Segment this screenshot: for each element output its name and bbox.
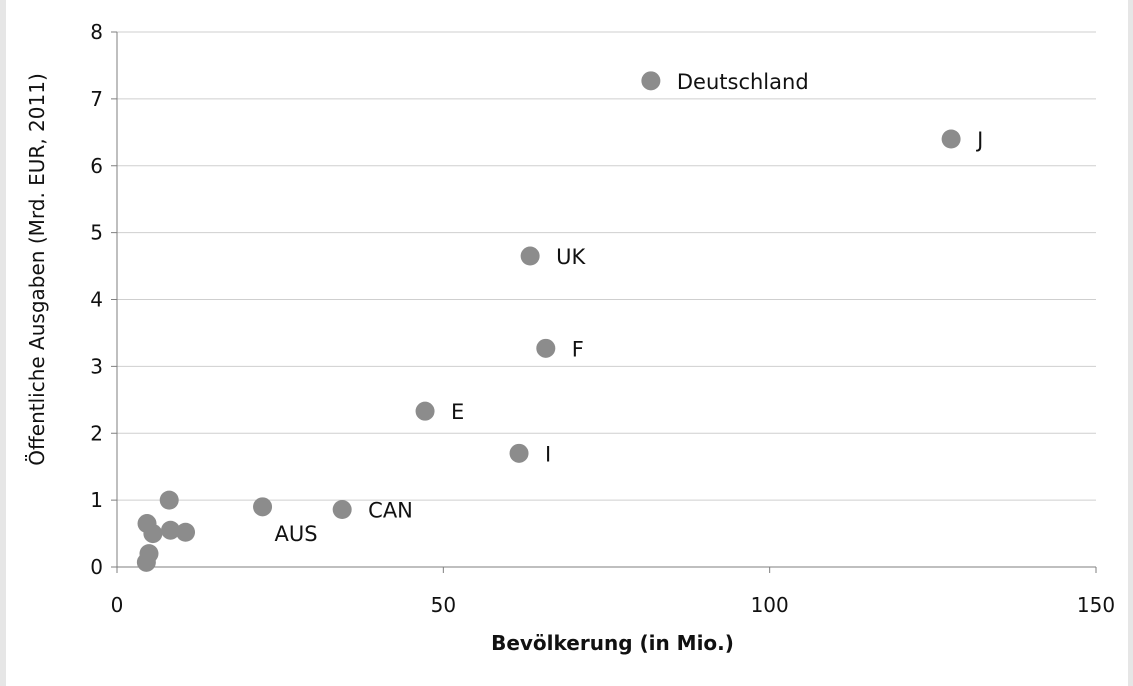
x-tick-label-1: 50: [431, 593, 456, 617]
data-point-3: [536, 338, 556, 358]
point-label-1: J: [975, 128, 983, 152]
y-tick-label-0: 0: [90, 555, 103, 579]
y-tick-label-8: 8: [90, 20, 103, 44]
grid-lines: [117, 31, 1096, 501]
chart-frame: 0 1 2 3 4 5 6 7 8 0 50 100 150 Deutschland J UK F E I AUS…: [6, 0, 1128, 686]
point-label-7: CAN: [368, 498, 413, 522]
y-tick-label-5: 5: [90, 221, 103, 245]
point-labels: Deutschland J UK F E I AUS CAN: [275, 70, 984, 546]
y-tick-label-1: 1: [90, 488, 103, 512]
y-tick-label-2: 2: [90, 421, 103, 445]
point-label-2: UK: [556, 245, 586, 269]
point-label-3: F: [572, 337, 584, 361]
data-points: [136, 71, 961, 572]
point-label-6: AUS: [275, 522, 318, 546]
x-tick-label-2: 100: [751, 593, 789, 617]
y-tick-labels: 0 1 2 3 4 5 6 7 8: [90, 20, 103, 579]
x-axis-title: Bevölkerung (in Mio.): [491, 631, 734, 655]
data-point-6: [253, 497, 273, 517]
y-tick-label-7: 7: [90, 87, 103, 111]
data-point-14: [136, 552, 156, 572]
y-tick-label-4: 4: [90, 288, 103, 312]
data-point-7: [332, 499, 352, 519]
y-tick-label-6: 6: [90, 154, 103, 178]
data-point-12: [176, 522, 196, 542]
scatter-chart: 0 1 2 3 4 5 6 7 8 0 50 100 150 Deutschland J UK F E I AUS…: [25, 20, 1115, 655]
point-label-5: I: [545, 442, 551, 466]
data-point-1: [941, 129, 961, 149]
point-label-0: Deutschland: [677, 70, 809, 94]
data-point-2: [520, 246, 540, 266]
data-point-5: [509, 443, 529, 463]
data-point-8: [159, 490, 179, 510]
axes: [111, 31, 1097, 573]
data-point-4: [415, 401, 435, 421]
data-point-11: [161, 520, 181, 540]
x-tick-labels: 0 50 100 150: [111, 593, 1115, 617]
y-axis-title: Öffentliche Ausgaben (Mrd. EUR, 2011): [25, 73, 49, 465]
point-label-4: E: [451, 400, 464, 424]
x-tick-label-3: 150: [1077, 593, 1115, 617]
x-tick-label-0: 0: [111, 593, 124, 617]
y-tick-label-3: 3: [90, 354, 103, 378]
data-point-0: [641, 71, 661, 91]
data-point-10: [143, 524, 163, 544]
